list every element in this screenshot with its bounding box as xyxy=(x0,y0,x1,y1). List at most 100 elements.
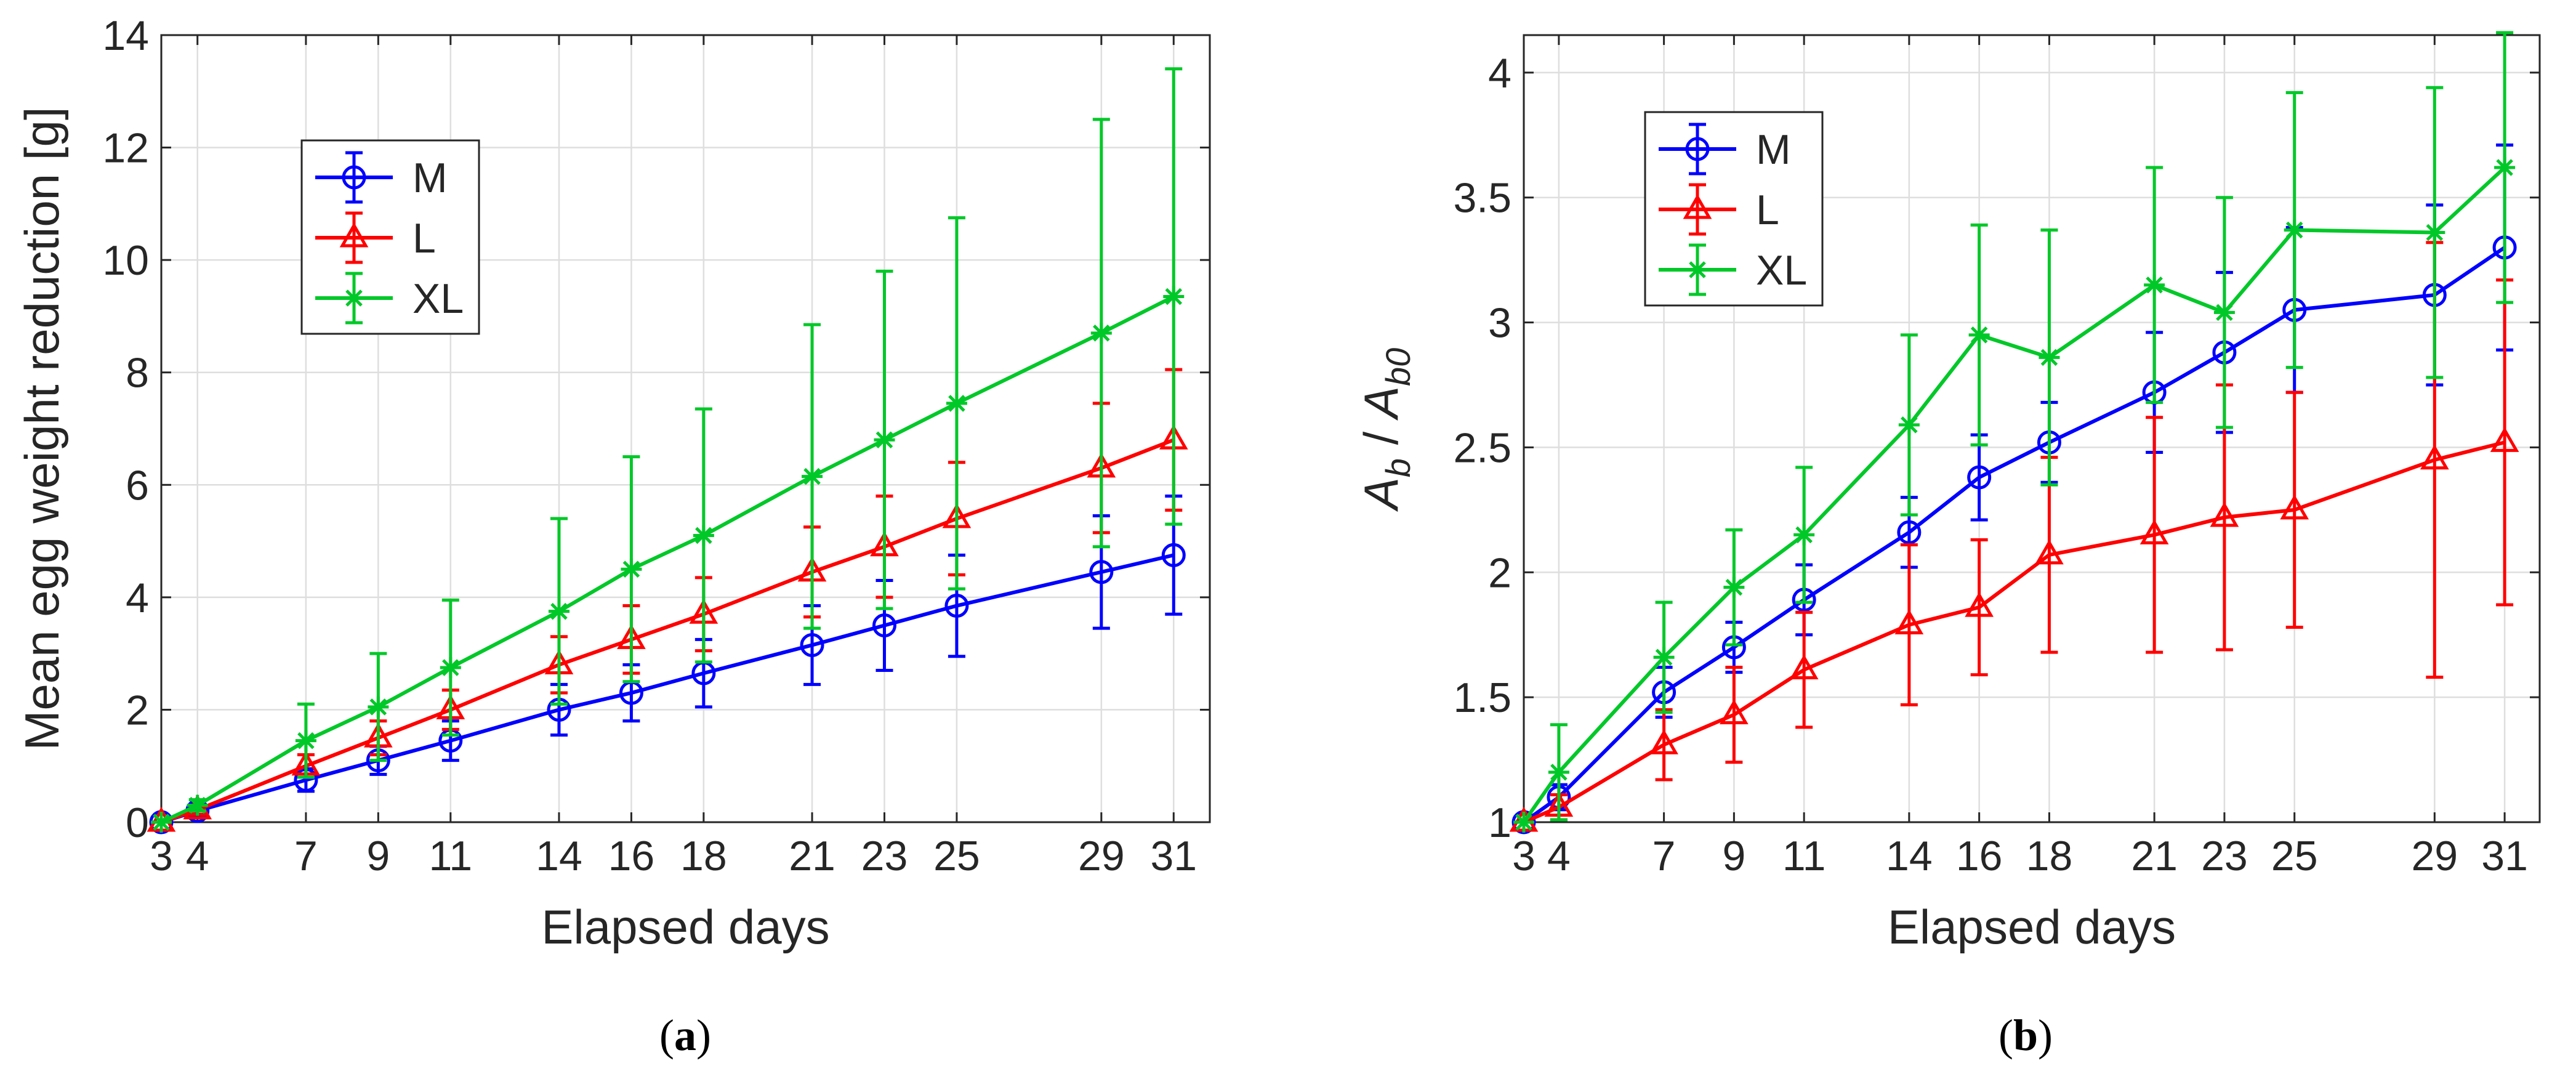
data-point xyxy=(1965,592,1994,617)
axes-box xyxy=(1523,34,2541,823)
data-point xyxy=(1898,414,1920,435)
data-point xyxy=(2284,219,2305,241)
legend-label: M xyxy=(413,155,448,201)
x-axis-label: Elapsed days xyxy=(1888,900,2176,954)
legend-item-l: L xyxy=(1659,183,1779,236)
data-point xyxy=(1793,524,1815,546)
y-tick-label: 1 xyxy=(1488,799,1511,846)
data-point xyxy=(1548,761,1569,783)
y-tick-label: 0 xyxy=(126,799,149,846)
y-tick-label: 4 xyxy=(126,575,149,621)
y-tick-label: 12 xyxy=(102,125,149,172)
data-point xyxy=(2210,502,2239,527)
legend-marker xyxy=(1685,137,1710,161)
data-point xyxy=(2490,427,2519,452)
data-point xyxy=(548,600,570,622)
legend-label: L xyxy=(1756,187,1779,233)
data-point xyxy=(1968,324,1990,346)
x-tick-label: 3 xyxy=(150,833,173,879)
x-tick-label: 25 xyxy=(933,833,980,879)
x-tick-label: 25 xyxy=(2271,833,2318,879)
legend: ML XL xyxy=(1644,111,1824,307)
y-axis-label: Mean egg weight reduction [g] xyxy=(15,107,69,750)
legend-marker xyxy=(342,165,366,190)
x-tick-label: 9 xyxy=(366,833,390,879)
legend-item-xl: XL xyxy=(315,272,464,325)
data-point xyxy=(1513,812,1534,833)
y-tick-label: 6 xyxy=(126,462,149,509)
x-tick-label: 4 xyxy=(1547,833,1571,879)
x-tick-label: 18 xyxy=(680,833,727,879)
x-tick-label: 4 xyxy=(186,833,209,879)
data-point xyxy=(187,794,208,816)
legend-marker xyxy=(339,222,369,248)
series-xl xyxy=(1513,31,2516,833)
legend-item-m: M xyxy=(1659,123,1791,176)
data-point xyxy=(1161,543,1186,567)
legend-label: M xyxy=(1756,126,1791,173)
x-tick-label: 18 xyxy=(2026,833,2073,879)
x-tick-label: 31 xyxy=(2481,833,2528,879)
data-point xyxy=(2494,157,2516,179)
data-point xyxy=(2420,444,2449,470)
y-tick-label: 1.5 xyxy=(1453,674,1511,721)
x-tick-label: 21 xyxy=(2131,833,2178,879)
data-point xyxy=(1089,560,1114,584)
legend-item-m: M xyxy=(315,151,448,204)
legend-marker xyxy=(344,288,364,309)
legend-item-l: L xyxy=(315,211,436,264)
data-point xyxy=(1967,465,1992,490)
x-tick-label: 29 xyxy=(1078,833,1125,879)
data-point xyxy=(946,392,967,414)
chart-panel-a: 3 4 7 9 11 14 16 18 21 23 25 29 3102468101214Elapsed… xyxy=(15,12,1211,1060)
x-tick-label: 9 xyxy=(1722,833,1745,879)
y-tick-label: 2.5 xyxy=(1453,424,1511,471)
legend-marker xyxy=(1687,259,1708,280)
data-point xyxy=(1649,729,1678,754)
legend-label: XL xyxy=(413,275,464,322)
series-m xyxy=(149,495,1186,835)
y-tick-label: 10 xyxy=(102,237,149,284)
series-xl xyxy=(151,67,1185,833)
data-point xyxy=(2213,302,2235,323)
x-tick-label: 23 xyxy=(861,833,908,879)
data-point xyxy=(1789,654,1819,680)
x-tick-label: 7 xyxy=(294,833,318,879)
x-tick-label: 14 xyxy=(1886,833,1933,879)
data-point xyxy=(802,466,823,487)
data-point xyxy=(295,730,316,751)
series-line xyxy=(161,553,1174,824)
data-point xyxy=(1163,286,1185,307)
data-point xyxy=(2035,539,2064,565)
x-tick-label: 16 xyxy=(1956,833,2003,879)
legend-marker xyxy=(1683,193,1712,219)
legend-item-xl: XL xyxy=(1659,243,1807,296)
x-tick-label: 31 xyxy=(1150,833,1197,879)
y-tick-label: 2 xyxy=(126,687,149,733)
x-tick-label: 11 xyxy=(429,833,472,879)
data-point xyxy=(1723,576,1745,598)
y-tick-label: 8 xyxy=(126,350,149,397)
data-point xyxy=(874,429,895,451)
legend-label: XL xyxy=(1756,247,1807,294)
axes-box xyxy=(160,34,1211,823)
x-tick-label: 3 xyxy=(1512,833,1536,879)
data-point xyxy=(1653,647,1675,668)
legend-label: L xyxy=(413,215,436,262)
data-point xyxy=(440,657,461,678)
x-tick-label: 23 xyxy=(2201,833,2248,879)
x-tick-label: 29 xyxy=(2411,833,2458,879)
legend: ML XL xyxy=(300,139,480,335)
panel-label: (b) xyxy=(1998,1011,2053,1060)
data-point xyxy=(800,632,824,657)
y-tick-label: 3.5 xyxy=(1453,175,1511,222)
data-point xyxy=(1090,322,1112,344)
y-axis-label: Ab / Ab0 xyxy=(1354,348,1417,512)
y-tick-label: 4 xyxy=(1488,50,1511,97)
y-tick-label: 3 xyxy=(1488,300,1511,347)
data-point xyxy=(621,559,642,580)
data-point xyxy=(1720,699,1749,725)
y-tick-label: 14 xyxy=(102,12,149,59)
x-tick-label: 7 xyxy=(1652,833,1676,879)
